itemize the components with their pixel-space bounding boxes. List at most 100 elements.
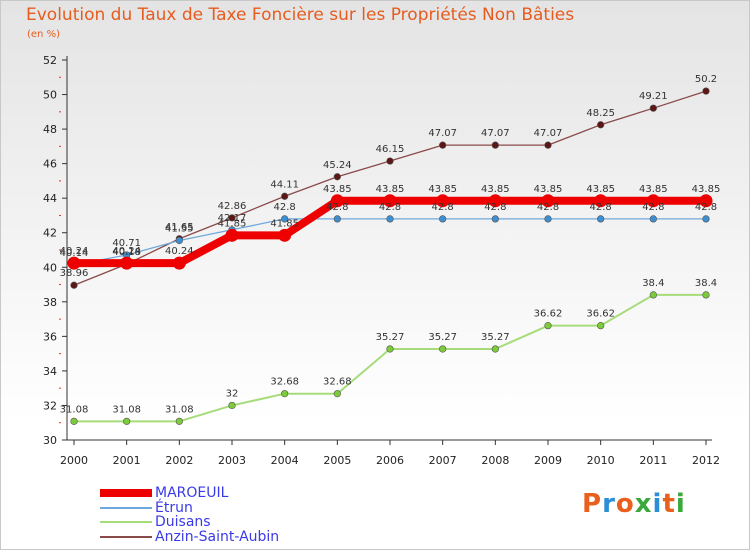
data-label: 40.14: [60, 248, 89, 259]
y-tick-label: 42: [43, 227, 57, 240]
data-point: [228, 214, 236, 222]
data-point: [544, 322, 552, 330]
data-point: [383, 194, 397, 208]
data-point: [123, 417, 131, 425]
data-label: 38.4: [642, 278, 664, 289]
data-label: 42.8: [432, 202, 454, 213]
proxiti-logo: Proxiti: [582, 489, 686, 519]
data-label: 42.8: [379, 202, 401, 213]
data-label: 40.71: [112, 238, 141, 249]
legend-swatch: [100, 535, 152, 538]
data-point: [439, 141, 447, 149]
data-point: [281, 215, 289, 223]
x-tick-label: 2008: [481, 454, 509, 467]
data-label: 35.27: [376, 332, 405, 343]
data-point: [646, 194, 660, 208]
data-label: 45.24: [323, 160, 352, 171]
data-label: 43.85: [534, 184, 563, 195]
data-point: [491, 141, 499, 149]
data-point: [333, 173, 341, 181]
data-point: [544, 141, 552, 149]
y-tick-label: 32: [43, 399, 57, 412]
data-label: 42.86: [218, 201, 247, 212]
data-point: [702, 291, 710, 299]
data-label: 36.62: [534, 309, 563, 320]
x-tick-label: 2004: [271, 454, 299, 467]
data-point: [597, 322, 605, 330]
x-tick-label: 2012: [692, 454, 720, 467]
logo-letter: x: [634, 489, 653, 519]
data-point: [67, 256, 81, 270]
logo-letter: i: [652, 489, 663, 519]
y-tick-label: 40: [43, 261, 57, 274]
data-point: [702, 215, 710, 223]
data-label: 42.17: [218, 213, 247, 224]
data-point: [70, 417, 78, 425]
x-tick-label: 2003: [218, 454, 246, 467]
data-point: [120, 256, 134, 270]
chart-title: Evolution du Taux de Taxe Foncière sur l…: [26, 5, 575, 25]
data-point: [702, 87, 710, 95]
data-label: 43.85: [586, 184, 615, 195]
data-label: 38.96: [60, 268, 89, 279]
data-point: [281, 390, 289, 398]
data-point: [491, 345, 499, 353]
y-tick-label: 36: [43, 330, 57, 343]
data-label: 35.27: [428, 332, 457, 343]
x-tick-label: 2009: [534, 454, 562, 467]
data-label: 43.85: [376, 184, 405, 195]
y-tick-label: 38: [43, 296, 57, 309]
data-point: [330, 194, 344, 208]
data-point: [278, 228, 292, 242]
legend-label: MAROEUIL: [155, 485, 229, 501]
y-tick-label: 44: [43, 192, 57, 205]
data-label: 41.85: [270, 218, 299, 229]
data-point: [491, 215, 499, 223]
y-tick-label: 50: [43, 89, 57, 102]
data-label: 42.8: [537, 202, 559, 213]
data-point: [597, 121, 605, 129]
data-label: 43.85: [428, 184, 457, 195]
data-label: 47.07: [481, 128, 510, 139]
data-label: 38.4: [695, 278, 717, 289]
x-tick-label: 2005: [323, 454, 351, 467]
legend-label: Anzin-Saint-Aubin: [155, 528, 280, 545]
data-label: 41.55: [165, 224, 194, 235]
logo-letter: P: [582, 489, 603, 519]
logo-letter: t: [662, 489, 676, 519]
data-label: 32: [226, 388, 239, 399]
data-label: 40.24: [60, 246, 89, 257]
data-label: 50.2: [695, 74, 717, 85]
data-label: 32.68: [323, 377, 352, 388]
data-point: [386, 215, 394, 223]
x-tick-label: 2000: [60, 454, 88, 467]
y-tick-label: 48: [43, 123, 57, 136]
data-label: 49.21: [639, 91, 668, 102]
data-label: 46.15: [376, 144, 405, 155]
data-point: [175, 236, 183, 245]
data-label: 36.62: [586, 309, 615, 320]
data-point: [333, 390, 341, 398]
data-point: [225, 228, 239, 242]
legend-label: Étrun: [155, 499, 193, 516]
legend-swatch: [100, 489, 152, 497]
data-label: 47.07: [428, 128, 457, 139]
data-point: [386, 157, 394, 165]
data-point: [172, 256, 186, 270]
data-label: 42.8: [590, 202, 612, 213]
data-label: 40.24: [112, 246, 141, 257]
data-point: [439, 345, 447, 353]
data-label: 31.08: [60, 404, 89, 415]
data-label: 32.68: [270, 377, 299, 388]
data-label: 42.8: [274, 202, 296, 213]
x-tick-label: 2007: [429, 454, 457, 467]
data-label: 41.65: [165, 222, 194, 233]
y-tick-label: 30: [43, 434, 57, 447]
x-tick-label: 2002: [165, 454, 193, 467]
data-label: 44.11: [270, 179, 299, 190]
data-label: 31.08: [112, 404, 141, 415]
logo-letter: o: [615, 489, 635, 519]
y-tick-label: 34: [43, 365, 57, 378]
